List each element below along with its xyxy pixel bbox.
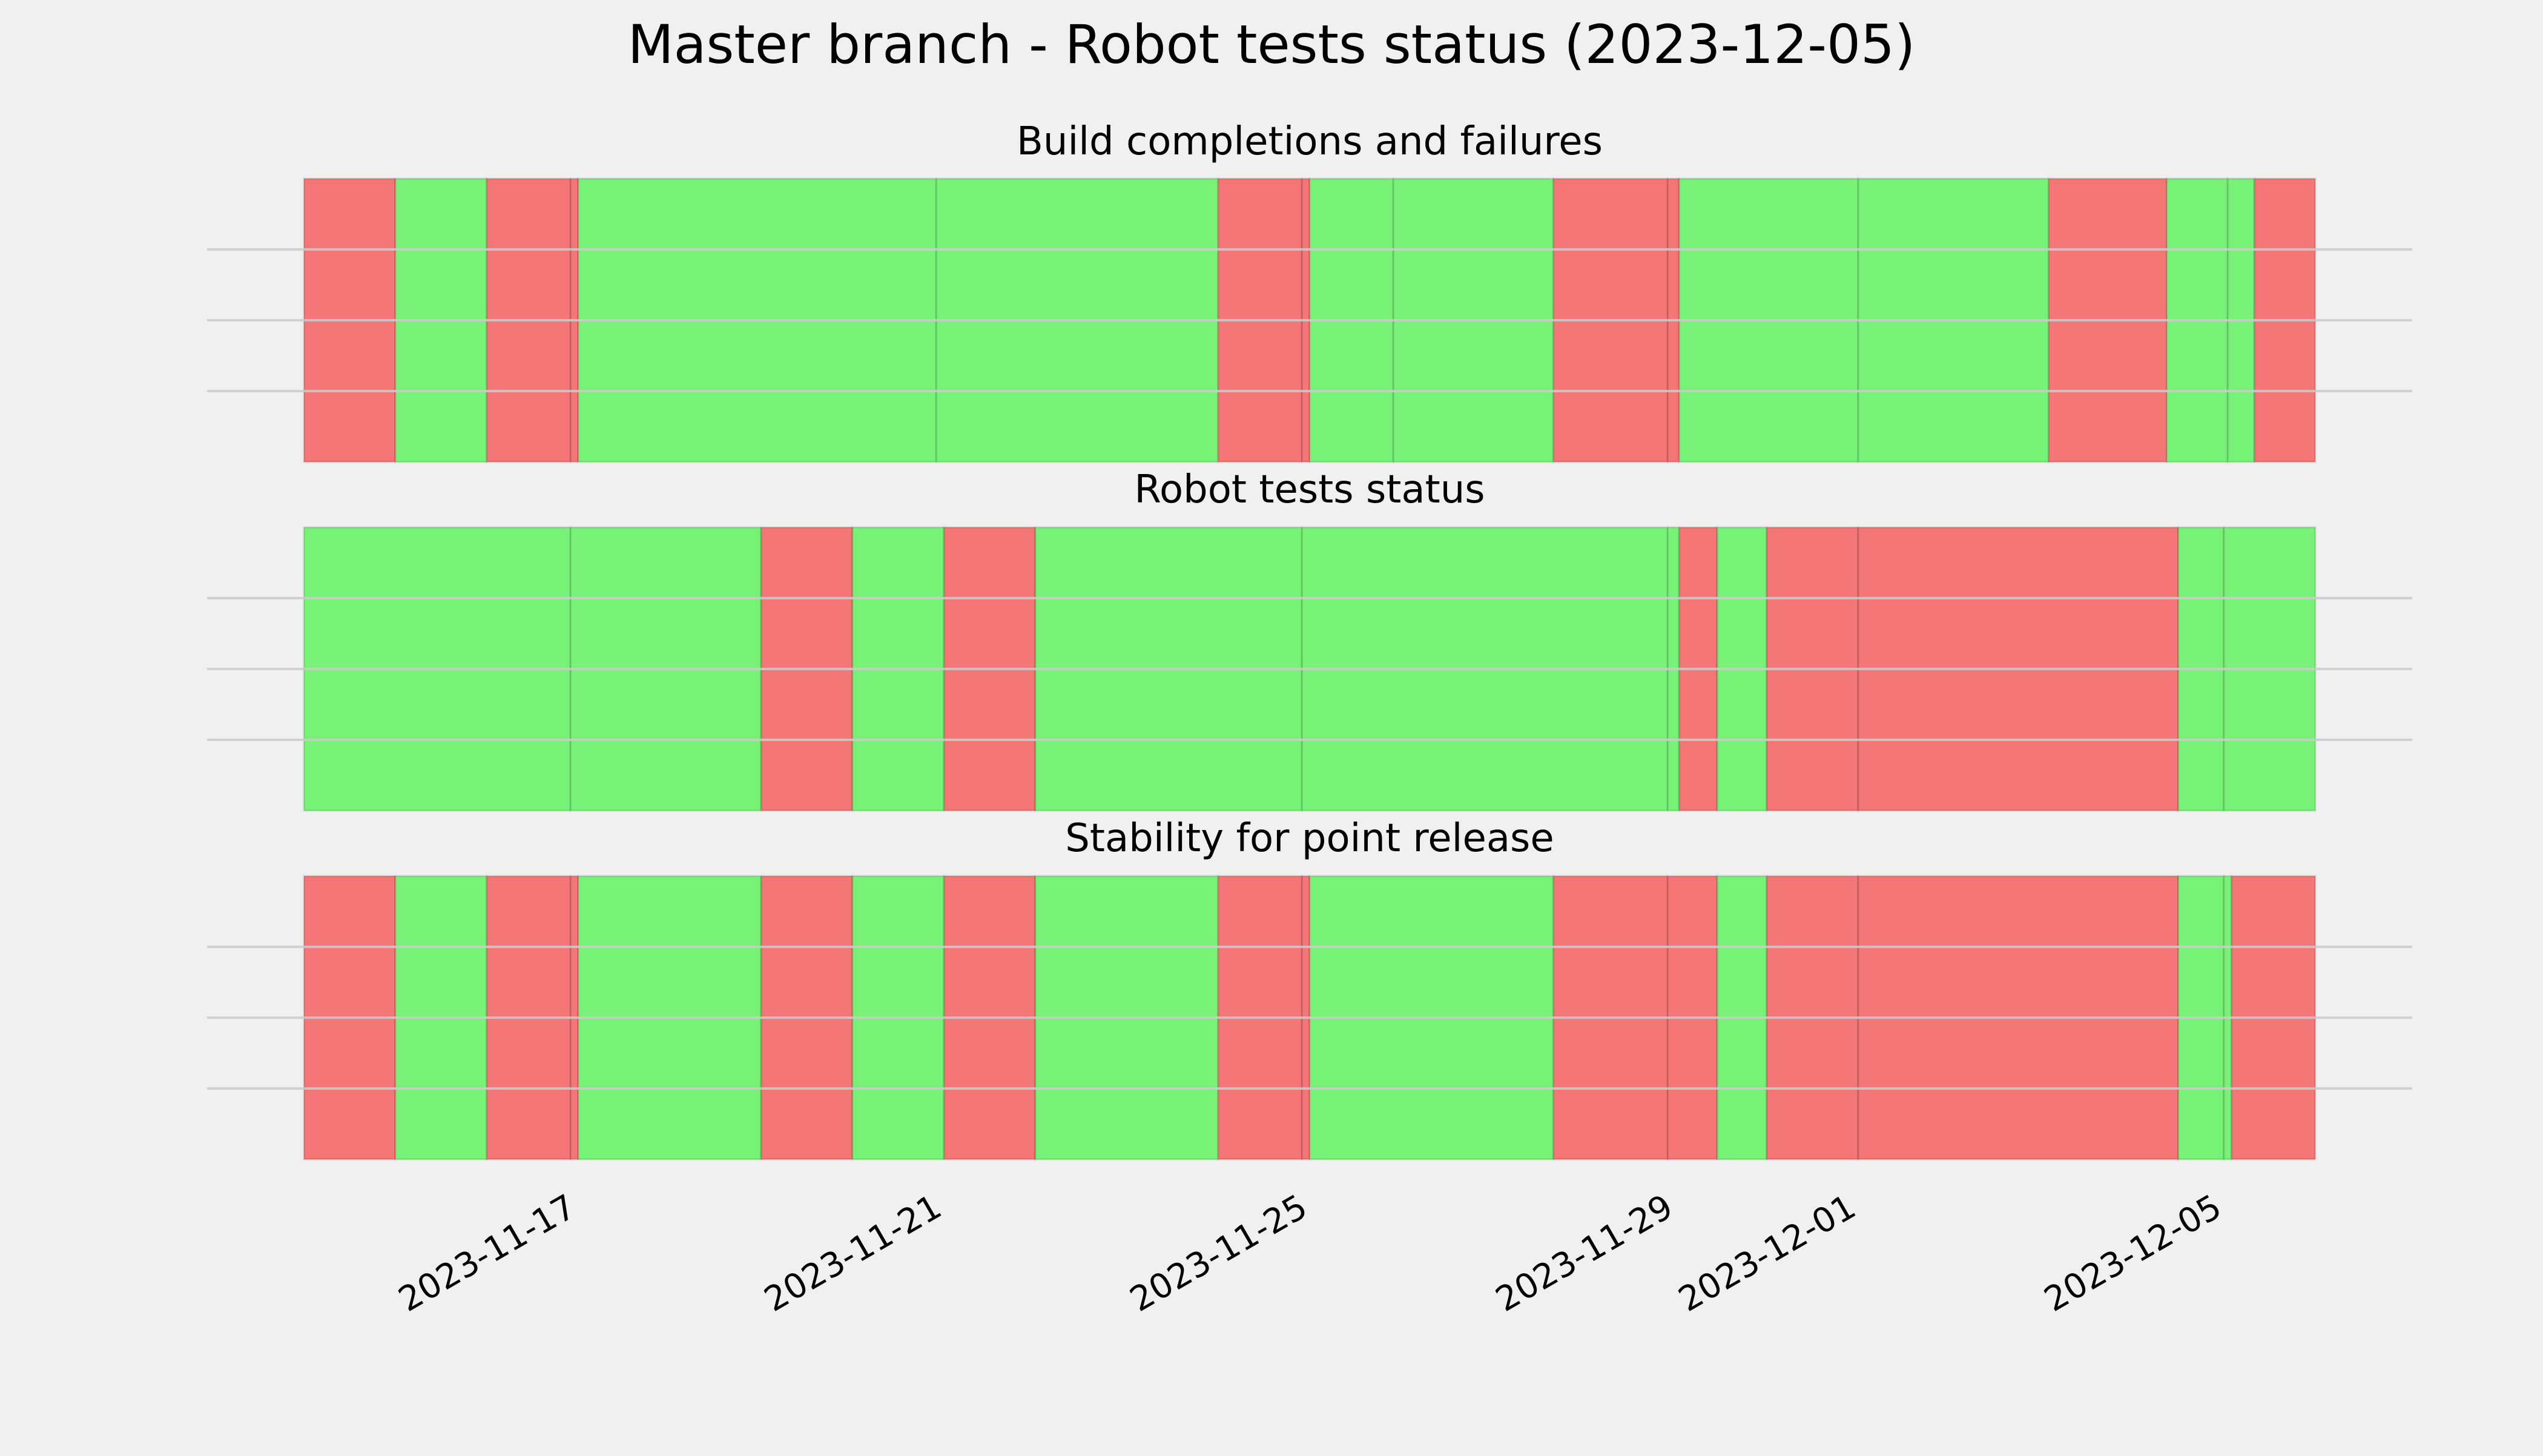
panel-3: Stability for point release: [207, 816, 2412, 1161]
panel-title: Robot tests status: [1134, 467, 1485, 512]
panels-layer: Build completions and failures Robot test…: [207, 119, 2412, 1161]
panel-1: Build completions and failures: [207, 119, 2412, 463]
panel-title: Build completions and failures: [1017, 119, 1603, 164]
chart-title: Master branch - Robot tests status (2023…: [628, 13, 1916, 76]
panel-title: Stability for point release: [1065, 816, 1554, 861]
panel-2: Robot tests status: [207, 467, 2412, 812]
